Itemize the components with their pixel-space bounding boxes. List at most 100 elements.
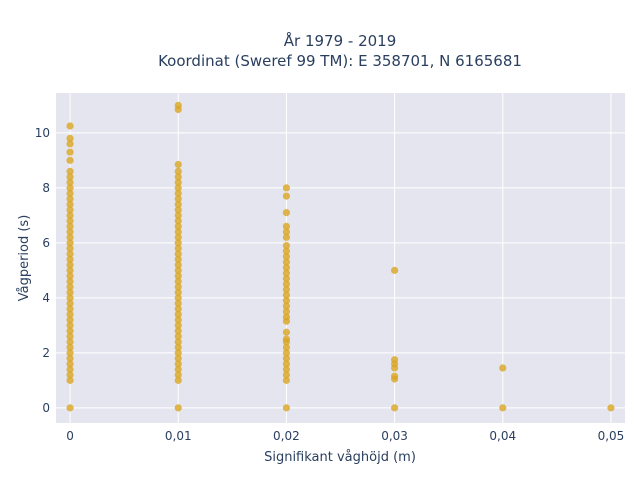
scatter-point bbox=[174, 305, 182, 313]
scatter-point bbox=[174, 365, 182, 373]
scatter-point bbox=[66, 261, 74, 269]
scatter-point bbox=[282, 280, 291, 288]
scatter-point bbox=[66, 244, 74, 252]
scatter-point bbox=[66, 148, 74, 156]
scatter-point bbox=[174, 294, 182, 302]
x-tick-label: 0,05 bbox=[598, 429, 625, 443]
scatter-point bbox=[66, 288, 74, 296]
scatter-point bbox=[282, 335, 291, 343]
scatter-point bbox=[282, 404, 291, 412]
scatter-point bbox=[390, 404, 399, 412]
scatter-point bbox=[174, 206, 182, 214]
scatter-point bbox=[66, 195, 74, 203]
scatter-point bbox=[174, 173, 182, 181]
scatter-point bbox=[66, 360, 74, 368]
scatter-point bbox=[66, 184, 74, 192]
scatter-point bbox=[174, 321, 182, 329]
scatter-point bbox=[66, 316, 74, 324]
scatter-point bbox=[282, 349, 291, 357]
scatter-point bbox=[66, 222, 74, 230]
scatter-point bbox=[174, 250, 182, 258]
scatter-point bbox=[174, 178, 182, 186]
scatter-point bbox=[66, 321, 74, 329]
scatter-point bbox=[174, 299, 182, 307]
scatter-point bbox=[66, 134, 74, 142]
scatter-point bbox=[66, 206, 74, 214]
x-tick-label: 0,02 bbox=[273, 429, 300, 443]
scatter-point bbox=[66, 338, 74, 346]
scatter-point bbox=[66, 294, 74, 302]
scatter-point bbox=[282, 242, 291, 250]
scatter-point bbox=[174, 277, 182, 285]
scatter-point bbox=[174, 244, 182, 252]
scatter-point bbox=[282, 264, 291, 272]
scatter-point bbox=[66, 404, 74, 412]
scatter-point bbox=[174, 283, 182, 291]
scatter-point bbox=[282, 371, 291, 379]
scatter-point bbox=[174, 272, 182, 280]
x-tick-label: 0 bbox=[66, 429, 74, 443]
scatter-point bbox=[390, 266, 399, 274]
scatter-point bbox=[174, 255, 182, 263]
scatter-point bbox=[66, 211, 74, 219]
scatter-point bbox=[499, 364, 507, 372]
scatter-point bbox=[174, 189, 182, 197]
y-tick-label: 8 bbox=[42, 181, 50, 195]
x-axis-ticks: 0 0,01 0,02 0,03 0,04 0,05 bbox=[66, 429, 624, 443]
scatter-point bbox=[66, 156, 74, 164]
scatter-point bbox=[282, 258, 291, 266]
scatter-point bbox=[66, 376, 74, 384]
scatter-point bbox=[499, 404, 507, 412]
scatter-point bbox=[282, 376, 291, 384]
scatter-point bbox=[282, 343, 291, 351]
scatter-point bbox=[174, 222, 182, 230]
scatter-point bbox=[282, 354, 291, 362]
scatter-point bbox=[607, 404, 615, 412]
scatter-point bbox=[174, 354, 182, 362]
x-tick-label: 0,04 bbox=[489, 429, 516, 443]
scatter-point bbox=[66, 299, 74, 307]
scatter-point bbox=[174, 228, 182, 236]
scatter-point bbox=[66, 305, 74, 313]
scatter-point bbox=[174, 211, 182, 219]
scatter-point bbox=[282, 247, 291, 255]
scatter-point bbox=[282, 297, 291, 305]
scatter-point bbox=[174, 316, 182, 324]
scatter-point bbox=[174, 195, 182, 203]
scatter-point bbox=[174, 239, 182, 247]
y-axis-title: Vågperiod (s) bbox=[17, 215, 32, 302]
scatter-point bbox=[66, 349, 74, 357]
scatter-point bbox=[174, 184, 182, 192]
scatter-point bbox=[66, 122, 74, 130]
scatter-point bbox=[66, 277, 74, 285]
scatter-point bbox=[282, 192, 291, 200]
chart-title-line1: År 1979 - 2019 bbox=[284, 31, 397, 50]
scatter-point bbox=[390, 356, 399, 364]
scatter-point bbox=[174, 288, 182, 296]
scatter-point bbox=[66, 217, 74, 225]
scatter-point bbox=[174, 332, 182, 340]
scatter-point bbox=[282, 308, 291, 316]
scatter-point bbox=[174, 376, 182, 384]
scatter-point bbox=[66, 239, 74, 247]
scatter-point bbox=[282, 275, 291, 283]
scatter-point bbox=[282, 313, 291, 321]
plot-area bbox=[56, 93, 625, 423]
y-axis-ticks: 0 2 4 6 8 10 bbox=[35, 126, 50, 415]
scatter-point bbox=[66, 266, 74, 274]
scatter-point bbox=[66, 167, 74, 175]
scatter-point bbox=[282, 360, 291, 368]
scatter-point bbox=[282, 233, 291, 241]
scatter-points bbox=[66, 101, 615, 412]
scatter-point bbox=[174, 266, 182, 274]
scatter-point bbox=[66, 233, 74, 241]
scatter-point bbox=[66, 371, 74, 379]
x-axis-title: Signifikant våghöjd (m) bbox=[264, 450, 416, 465]
scatter-point bbox=[174, 233, 182, 241]
scatter-point bbox=[66, 310, 74, 318]
scatter-point bbox=[66, 343, 74, 351]
scatter-point bbox=[66, 140, 74, 148]
scatter-point bbox=[282, 184, 291, 192]
y-tick-label: 2 bbox=[42, 346, 50, 360]
scatter-point bbox=[174, 404, 182, 412]
